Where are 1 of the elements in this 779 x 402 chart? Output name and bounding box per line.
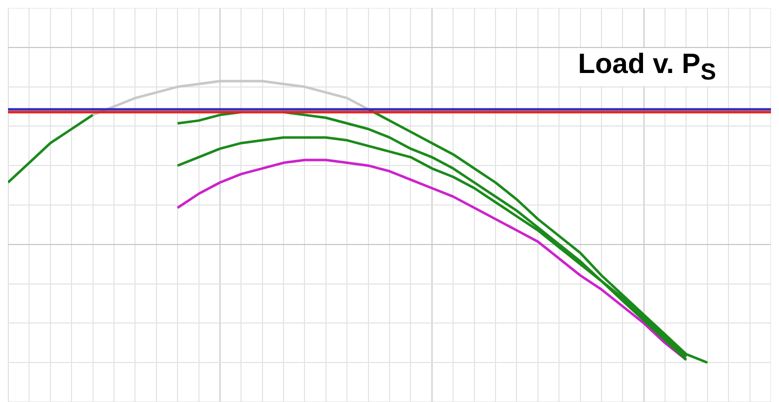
chart-title: Load v. P$_{S}$ (578, 48, 716, 86)
